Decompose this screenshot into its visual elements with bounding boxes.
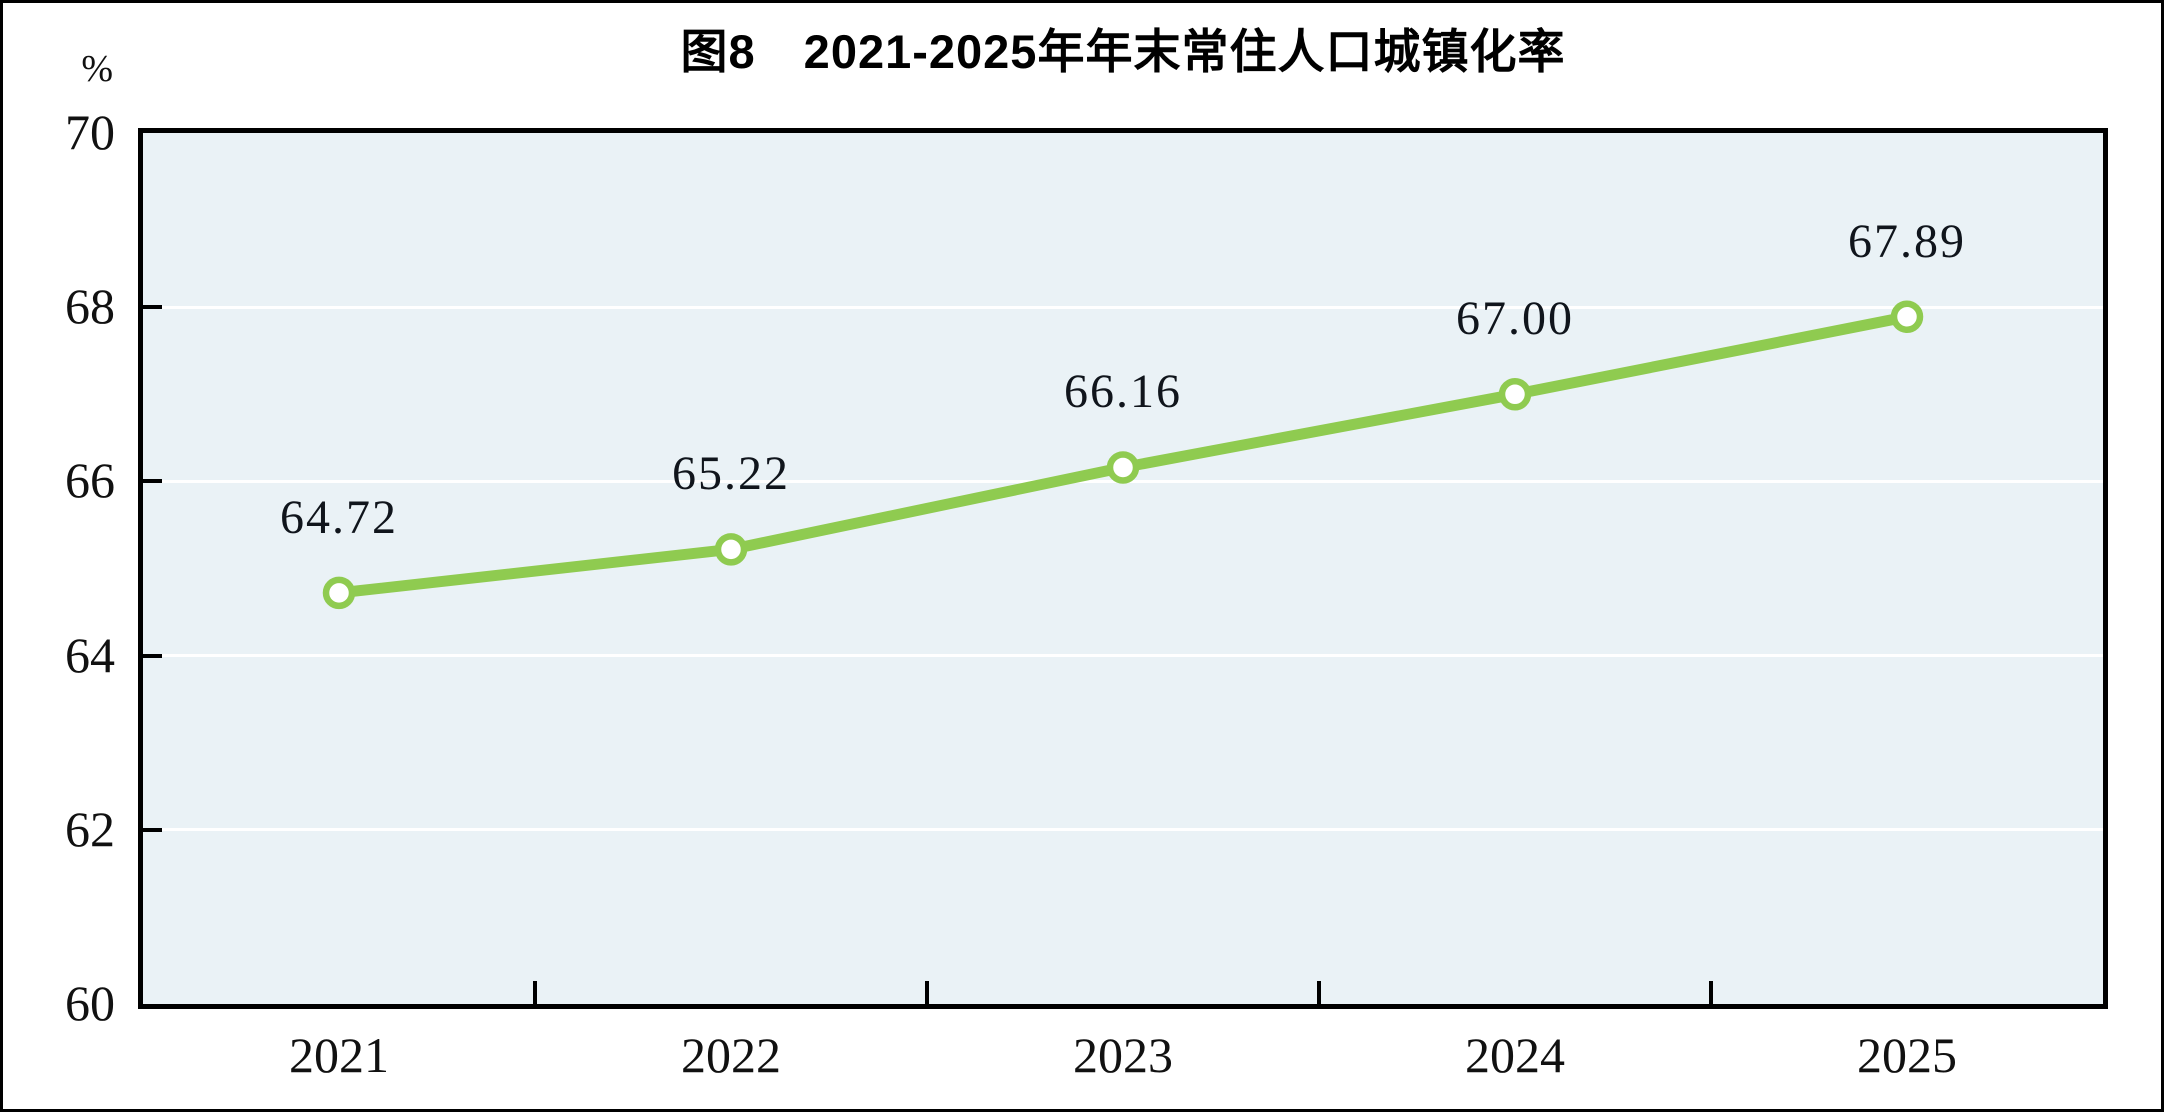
- x-tick-boundary-3: [1317, 981, 1321, 1004]
- y-tick-68: [143, 305, 162, 310]
- plot-area: [138, 128, 2108, 1009]
- data-point-marker-2021: [322, 576, 356, 610]
- data-label-2023: 66.16: [1064, 365, 1182, 419]
- x-axis-label-2023: 2023: [1073, 1027, 1173, 1083]
- y-axis-label-62: 62: [65, 800, 115, 857]
- data-point-marker-2022: [714, 533, 748, 566]
- y-axis-label-70: 70: [65, 104, 115, 160]
- data-point-marker-2023: [1106, 451, 1140, 484]
- x-axis-label-2021: 2021: [289, 1027, 389, 1083]
- x-axis-label-2022: 2022: [681, 1027, 781, 1083]
- series-line-chart: [322, 300, 1924, 610]
- y-axis-label-66: 66: [65, 452, 115, 509]
- gridline-68: [143, 305, 2103, 309]
- gridline-64: [143, 654, 2103, 658]
- x-tick-boundary-4: [1709, 981, 1713, 1004]
- y-axis-label-60: 60: [65, 975, 115, 1031]
- data-point-marker-2024: [1498, 378, 1532, 411]
- y-axis-label-68: 68: [65, 278, 115, 335]
- chart-title: 图8 2021-2025年年末常住人口城镇化率: [680, 25, 1566, 78]
- x-tick-boundary-1: [533, 981, 537, 1004]
- data-label-2025: 67.89: [1848, 214, 1966, 268]
- x-axis-label-2024: 2024: [1465, 1027, 1565, 1083]
- y-tick-62: [143, 827, 162, 832]
- y-tick-64: [143, 653, 162, 658]
- y-tick-66: [143, 479, 162, 484]
- data-label-2024: 67.00: [1456, 292, 1574, 346]
- data-label-2022: 65.22: [672, 447, 790, 501]
- y-axis-unit-label: %: [81, 48, 113, 90]
- gridline-62: [143, 828, 2103, 832]
- x-tick-boundary-2: [925, 981, 929, 1004]
- data-point-marker-2025: [1890, 300, 1924, 334]
- y-axis-label-64: 64: [65, 626, 115, 683]
- data-label-2021: 64.72: [280, 490, 398, 544]
- x-axis-label-2025: 2025: [1857, 1027, 1957, 1083]
